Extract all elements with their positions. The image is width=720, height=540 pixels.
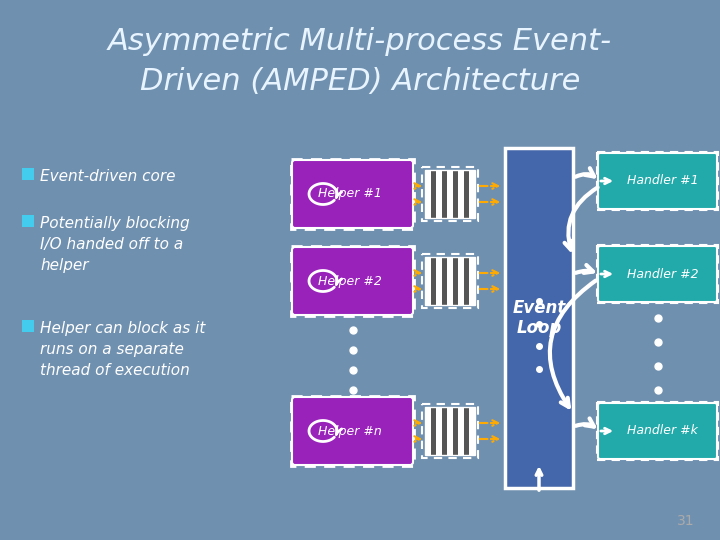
- Text: Potentially blocking
I/O handed off to a
helper: Potentially blocking I/O handed off to a…: [40, 216, 189, 273]
- FancyArrowPatch shape: [575, 168, 594, 177]
- Bar: [22, 168, 34, 180]
- Bar: [441, 257, 447, 305]
- Bar: [436, 170, 441, 218]
- Bar: [453, 407, 459, 455]
- Bar: [459, 257, 464, 305]
- Bar: [459, 407, 464, 455]
- Bar: [425, 407, 431, 455]
- FancyBboxPatch shape: [292, 160, 413, 228]
- Text: Asymmetric Multi-process Event-: Asymmetric Multi-process Event-: [108, 28, 612, 57]
- Text: Handler #k: Handler #k: [627, 424, 698, 437]
- Bar: [469, 407, 475, 455]
- Bar: [447, 257, 453, 305]
- Bar: [425, 170, 475, 218]
- Bar: [464, 170, 469, 218]
- Bar: [459, 170, 464, 218]
- Text: Driven (AMPED) Architecture: Driven (AMPED) Architecture: [140, 68, 580, 97]
- Bar: [22, 215, 34, 227]
- FancyBboxPatch shape: [292, 397, 413, 465]
- FancyArrowPatch shape: [575, 265, 593, 273]
- Text: Event-driven core: Event-driven core: [40, 169, 176, 184]
- Text: Event
Loop: Event Loop: [513, 299, 566, 338]
- Text: Handler #2: Handler #2: [626, 267, 698, 280]
- Bar: [469, 257, 475, 305]
- FancyBboxPatch shape: [598, 246, 717, 302]
- Bar: [464, 257, 469, 305]
- Text: Handler #1: Handler #1: [626, 174, 698, 187]
- Bar: [447, 170, 453, 218]
- Bar: [425, 407, 475, 455]
- Bar: [436, 407, 441, 455]
- FancyArrowPatch shape: [575, 418, 594, 427]
- Bar: [22, 320, 34, 332]
- FancyArrowPatch shape: [564, 187, 598, 249]
- Text: 31: 31: [678, 514, 695, 528]
- Text: Helper #n: Helper #n: [318, 424, 382, 437]
- Bar: [425, 257, 431, 305]
- Bar: [441, 407, 447, 455]
- FancyBboxPatch shape: [292, 247, 413, 315]
- Bar: [453, 257, 459, 305]
- Bar: [425, 257, 475, 305]
- Bar: [436, 257, 441, 305]
- Bar: [431, 407, 436, 455]
- FancyArrowPatch shape: [550, 281, 595, 407]
- Bar: [431, 170, 436, 218]
- Text: Helper #2: Helper #2: [318, 274, 382, 287]
- FancyBboxPatch shape: [598, 153, 717, 209]
- Text: Helper can block as it
runs on a separate
thread of execution: Helper can block as it runs on a separat…: [40, 321, 205, 378]
- Bar: [441, 170, 447, 218]
- FancyBboxPatch shape: [505, 148, 573, 488]
- Bar: [464, 407, 469, 455]
- Bar: [431, 257, 436, 305]
- FancyBboxPatch shape: [598, 403, 717, 459]
- Bar: [453, 170, 459, 218]
- Text: Helper #1: Helper #1: [318, 187, 382, 200]
- Bar: [469, 170, 475, 218]
- Bar: [447, 407, 453, 455]
- Bar: [425, 170, 431, 218]
